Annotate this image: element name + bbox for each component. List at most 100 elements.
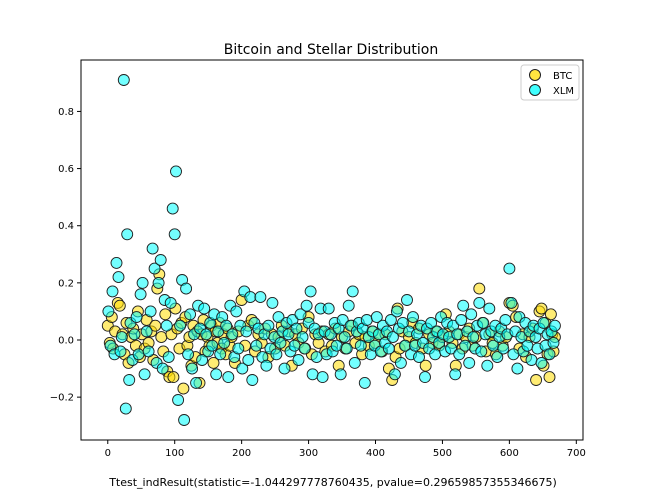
- data-points: [101, 74, 561, 426]
- point-xlm: [242, 354, 255, 366]
- point-xlm: [535, 356, 548, 369]
- point-xlm: [266, 296, 279, 309]
- point-btc: [543, 371, 556, 384]
- point-xlm: [244, 291, 257, 304]
- point-btc: [113, 299, 126, 312]
- point-btc: [207, 356, 220, 369]
- point-xlm: [342, 299, 355, 312]
- point-xlm: [515, 331, 528, 344]
- point-xlm: [465, 308, 478, 321]
- legend: BTC XLM: [520, 64, 580, 101]
- point-xlm: [260, 359, 273, 372]
- y-axis: −0.2 0.0 0.2 0.4 0.6 0.8: [50, 107, 81, 404]
- point-btc: [167, 371, 180, 384]
- point-xlm: [358, 376, 371, 389]
- x-tick-label: 200: [232, 448, 251, 459]
- point-xlm: [455, 314, 468, 326]
- legend-label-btc: BTC: [553, 71, 572, 82]
- point-xlm: [475, 345, 488, 358]
- point-xlm: [298, 342, 311, 355]
- point-xlm: [186, 362, 199, 375]
- point-xlm: [142, 345, 155, 358]
- point-xlm: [174, 319, 187, 332]
- point-xlm: [505, 296, 518, 309]
- point-xlm: [453, 348, 466, 361]
- point-xlm: [292, 354, 305, 366]
- point-xlm: [168, 228, 181, 241]
- point-xlm: [250, 339, 263, 352]
- point-xlm: [340, 342, 353, 355]
- point-xlm: [390, 305, 403, 318]
- point-xlm: [236, 362, 249, 375]
- point-xlm: [413, 351, 425, 364]
- point-xlm: [394, 356, 407, 369]
- x-tick-label: 0: [105, 448, 111, 459]
- point-xlm: [128, 328, 141, 341]
- point-xlm: [170, 165, 182, 178]
- point-xlm: [419, 371, 431, 384]
- point-xlm: [196, 354, 209, 366]
- point-xlm: [220, 319, 233, 332]
- point-btc: [473, 282, 486, 295]
- point-xlm: [132, 348, 145, 361]
- point-xlm: [218, 336, 231, 349]
- point-xlm: [336, 314, 349, 326]
- point-xlm: [226, 328, 239, 341]
- point-xlm: [306, 368, 319, 381]
- point-xlm: [172, 394, 185, 406]
- point-xlm: [222, 371, 235, 384]
- point-xlm: [119, 402, 132, 415]
- point-xlm: [330, 339, 343, 352]
- point-xlm: [152, 276, 165, 289]
- point-xlm: [445, 342, 458, 355]
- x-tick-label: 100: [165, 448, 184, 459]
- point-xlm: [138, 368, 151, 381]
- point-xlm: [360, 314, 373, 326]
- point-xlm: [370, 311, 383, 324]
- point-xlm: [190, 376, 203, 389]
- point-xlm: [136, 276, 149, 289]
- legend-marker-xlm: [529, 84, 541, 96]
- point-xlm: [240, 325, 253, 338]
- point-xlm: [282, 328, 295, 341]
- y-tick-label: 0.6: [58, 164, 74, 175]
- point-xlm: [324, 328, 337, 341]
- point-xlm: [164, 296, 177, 309]
- point-xlm: [130, 311, 143, 324]
- point-xlm: [232, 342, 245, 355]
- point-xlm: [316, 371, 329, 384]
- x-tick-label: 300: [299, 448, 318, 459]
- point-xlm: [123, 374, 136, 386]
- point-xlm: [401, 294, 413, 306]
- point-xlm: [200, 328, 213, 341]
- x-tick-label: 400: [366, 448, 385, 459]
- point-xlm: [210, 368, 223, 381]
- point-xlm: [294, 308, 307, 321]
- point-xlm: [491, 351, 504, 364]
- point-xlm: [457, 299, 470, 312]
- x-tick-label: 700: [567, 448, 586, 459]
- point-xlm: [425, 316, 438, 329]
- point-btc: [530, 374, 543, 386]
- point-xlm: [140, 325, 153, 338]
- y-tick-label: 0.4: [58, 221, 74, 232]
- point-xlm: [322, 302, 335, 315]
- x-tick-label: 500: [433, 448, 452, 459]
- point-xlm: [182, 348, 195, 361]
- point-xlm: [288, 339, 301, 352]
- point-xlm: [304, 285, 317, 298]
- y-tick-label: 0.0: [58, 336, 74, 347]
- point-xlm: [481, 359, 494, 372]
- point-btc: [159, 308, 172, 321]
- point-xlm: [334, 368, 347, 381]
- point-xlm: [310, 351, 323, 364]
- point-xlm: [497, 342, 510, 355]
- point-xlm: [230, 305, 243, 318]
- point-xlm: [449, 368, 462, 381]
- point-xlm: [290, 322, 303, 335]
- point-xlm: [110, 256, 123, 269]
- point-xlm: [338, 331, 351, 344]
- point-xlm: [429, 348, 442, 361]
- point-xlm: [154, 254, 167, 266]
- point-xlm: [525, 354, 538, 366]
